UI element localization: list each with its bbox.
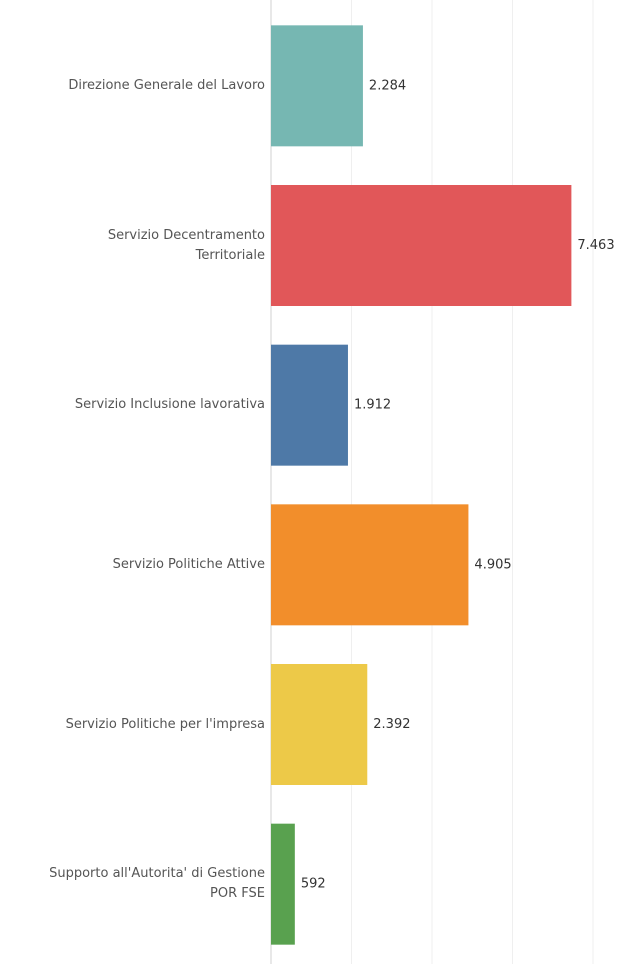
bar [271, 504, 469, 626]
value-label: 2.284 [369, 78, 406, 93]
bar [271, 823, 295, 945]
category-label: Supporto all'Autorita' di Gestione POR F… [49, 866, 265, 902]
bar [271, 664, 368, 785]
value-label: 2.392 [373, 717, 410, 732]
category-label: Servizio Inclusione lavorativa [74, 397, 265, 413]
value-label: 7.463 [577, 238, 614, 253]
value-label: 592 [301, 877, 326, 892]
category-label: Servizio Politiche Attive [112, 556, 265, 572]
category-label: Servizio Politiche per l'impresa [65, 716, 265, 732]
bar [271, 344, 348, 466]
bar [271, 185, 572, 306]
value-label: 1.912 [354, 398, 391, 413]
value-label: 4.905 [474, 557, 511, 572]
category-label: Servizio Decentramento Territoriale [107, 227, 265, 263]
category-label: Direzione Generale del Lavoro [68, 77, 265, 93]
bar [271, 25, 363, 147]
